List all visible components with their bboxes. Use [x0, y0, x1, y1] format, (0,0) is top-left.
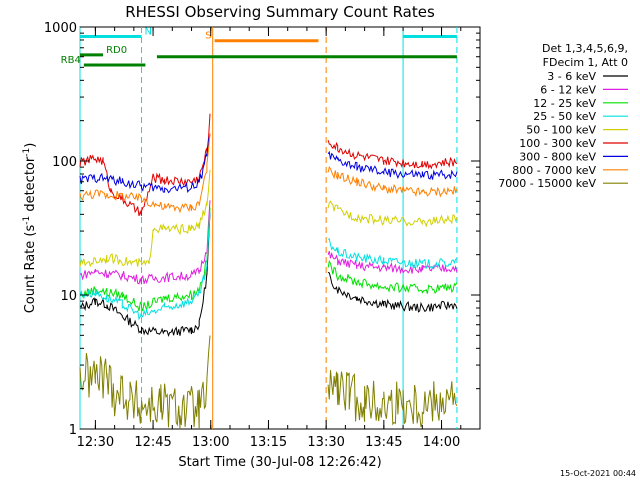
x-tick-label: 12:30 [77, 435, 114, 450]
x-tick-label: 14:00 [423, 435, 460, 450]
legend-header-2: FDecim 1, Att 0 [543, 56, 628, 69]
series-line-3 [79, 212, 458, 321]
flag-bars: N S RD0 RB4 [61, 26, 457, 67]
flag-label-s: S [205, 31, 211, 42]
legend-entry-5: 100 - 300 keV [519, 137, 596, 150]
legend-header-1: Det 1,3,4,5,6,9, [542, 42, 628, 55]
series-line-8 [79, 335, 458, 430]
y-axis-label-mid: detector [23, 156, 38, 216]
series-line-6 [79, 134, 458, 194]
legend: Det 1,3,4,5,6,9, FDecim 1, Att 0 3 - 6 k… [498, 42, 628, 190]
plot-frame [79, 26, 481, 430]
series-lines [79, 113, 458, 430]
legend-entry-0: 3 - 6 keV [547, 70, 596, 83]
x-axis-label: Start Time (30-Jul-08 12:26:42) [178, 455, 381, 470]
timestamp: 15-Oct-2021 00:44 [560, 469, 636, 478]
legend-entry-6: 300 - 800 keV [519, 150, 596, 163]
series-line-2 [79, 207, 458, 312]
flag-label-n: N [145, 26, 152, 37]
legend-entry-4: 50 - 100 keV [526, 124, 596, 137]
flag-label-rd0: RD0 [106, 45, 127, 56]
y-axis-label-end: ) [23, 143, 38, 148]
y-tick-label: 1 [69, 423, 77, 438]
y-axis-label-main: Count Rate (s [23, 225, 38, 314]
y-axis-label-sup1: -1 [22, 216, 32, 225]
legend-entry-7: 800 - 7000 keV [512, 164, 596, 177]
series-line-5 [79, 113, 458, 217]
y-axis-label: Count Rate (s-1 detector-1) [22, 143, 38, 314]
x-tick-label: 13:00 [192, 435, 229, 450]
vertical-markers [79, 27, 458, 429]
series-line-1 [79, 200, 458, 285]
x-tick-label: 13:15 [250, 435, 287, 450]
y-tick-label: 100 [52, 155, 77, 170]
series-line-7 [79, 133, 458, 214]
x-tick-label: 13:30 [307, 435, 344, 450]
series-line-4 [79, 169, 458, 268]
chart-title: RHESSI Observing Summary Count Rates [125, 3, 435, 21]
y-axis-label-sup2: -1 [22, 148, 32, 157]
y-tick-label: 10 [60, 289, 77, 304]
flag-label-rb4: RB4 [61, 55, 81, 66]
series-line-0 [79, 212, 458, 337]
x-tick-label: 12:45 [134, 435, 171, 450]
x-axis-ticks: 12:30 12:45 13:00 13:15 13:30 13:45 14:00 [77, 27, 481, 450]
legend-entry-3: 25 - 50 keV [533, 110, 596, 123]
legend-entry-8: 7000 - 15000 keV [498, 177, 596, 190]
y-tick-label: 1000 [44, 21, 77, 36]
legend-entry-1: 6 - 12 keV [540, 83, 596, 96]
y-axis-ticks: 1 10 100 1000 [44, 21, 480, 438]
x-tick-label: 13:45 [365, 435, 402, 450]
legend-entry-2: 12 - 25 keV [533, 97, 596, 110]
